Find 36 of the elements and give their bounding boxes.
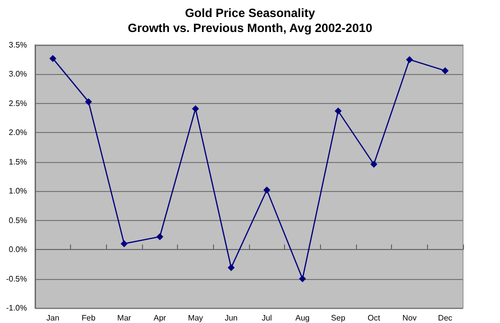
point — [156, 233, 164, 240]
y-tick-label: -1.0% — [6, 304, 27, 312]
point — [120, 240, 128, 248]
x-tick-label: Nov — [402, 314, 417, 322]
chart-title: Gold Price Seasonality — [184, 6, 316, 20]
y-tick-label: 2.5% — [8, 98, 27, 108]
x-tick-label: Mar — [117, 314, 132, 322]
point — [228, 264, 235, 272]
x-tick-label: Dec — [438, 314, 452, 322]
x-tick-label: Apr — [154, 314, 166, 322]
y-tick-label: 1.5% — [8, 157, 27, 166]
point — [406, 56, 413, 64]
x-tick-label: Aug — [295, 314, 310, 322]
point — [442, 67, 449, 74]
x-tick-label: Jan — [46, 314, 60, 322]
x-tick-label: Oct — [368, 314, 381, 322]
point — [370, 160, 378, 168]
y-tick-label: 3.5% — [8, 40, 27, 50]
y-tick-label: 3.0% — [8, 70, 27, 79]
x-tick-label: May — [188, 314, 204, 322]
point — [85, 98, 92, 106]
chart-subtitle: Growth vs. Previous Month, Avg 2002-2010 — [128, 21, 373, 35]
x-tick-label: Jun — [224, 314, 238, 322]
point — [263, 186, 270, 194]
x-tick-label: Feb — [82, 314, 96, 322]
y-tick-label: 1.0% — [8, 186, 27, 196]
point — [49, 54, 56, 62]
x-tick-label: Jul — [262, 314, 272, 322]
x-tick-label: Sep — [331, 314, 346, 322]
y-tick-label: 0.0% — [8, 245, 27, 254]
y-tick-label: 2.0% — [8, 128, 27, 138]
point — [192, 105, 199, 112]
y-tick-label: 0.5% — [8, 216, 27, 225]
point — [334, 108, 342, 115]
point — [299, 275, 306, 282]
y-tick-label: -0.5% — [6, 274, 27, 284]
